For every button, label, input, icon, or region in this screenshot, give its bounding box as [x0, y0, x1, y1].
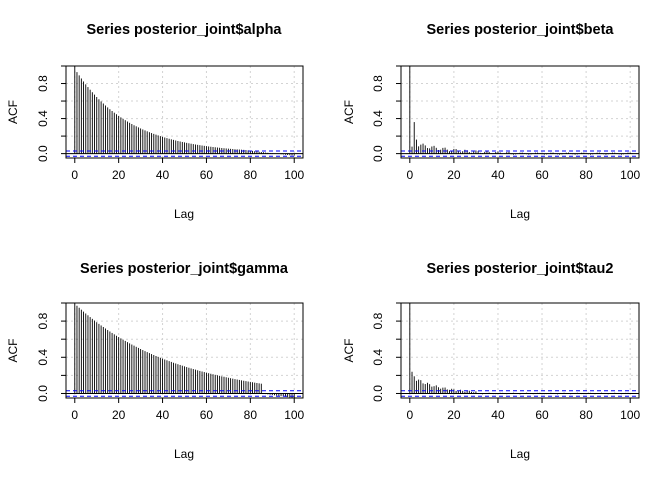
x-tick-label: 20 — [447, 408, 461, 422]
x-tick-label: 100 — [620, 168, 640, 182]
y-tick-label: 0.4 — [36, 110, 50, 127]
y-tick-label: 0.0 — [371, 385, 385, 402]
x-tick-label: 80 — [244, 168, 258, 182]
x-axis-title: Lag — [174, 207, 194, 221]
y-tick-label: 0.4 — [36, 349, 50, 366]
panel-title: Series posterior_joint$gamma — [80, 261, 289, 277]
y-tick-label: 0.8 — [36, 75, 50, 92]
plot-frame — [400, 65, 640, 159]
x-tick-label: 60 — [200, 408, 214, 422]
panel-title: Series posterior_joint$alpha — [86, 22, 282, 38]
x-tick-label: 40 — [491, 168, 505, 182]
x-axis-title: Lag — [510, 447, 530, 461]
x-tick-label: 0 — [71, 408, 78, 422]
y-tick-label: 0.8 — [371, 75, 385, 92]
x-tick-label: 100 — [620, 408, 640, 422]
x-tick-label: 40 — [491, 408, 505, 422]
x-tick-label: 80 — [244, 408, 258, 422]
y-tick-label: 0.0 — [36, 145, 50, 162]
y-axis-title: ACF — [342, 339, 356, 363]
acf-panel-2: Series posterior_joint$beta 0 20 40 60 80 100 0… — [342, 22, 640, 221]
acf-panel-3: Series posterior_joint$gamma 0 20 40 60 80 100… — [6, 261, 304, 461]
y-tick-label: 0.8 — [371, 312, 385, 329]
panel-title: Series posterior_joint$beta — [427, 22, 615, 38]
x-tick-label: 100 — [284, 408, 304, 422]
x-tick-label: 20 — [447, 168, 461, 182]
y-tick-label: 0.4 — [371, 110, 385, 127]
y-tick-label: 0.4 — [371, 349, 385, 366]
y-axis-title: ACF — [6, 339, 20, 363]
acf-panel-4: Series posterior_joint$tau2 0 20 40 60 80 100 0… — [342, 261, 640, 461]
y-axis-title: ACF — [6, 100, 20, 124]
x-tick-label: 20 — [112, 168, 126, 182]
x-tick-label: 60 — [535, 168, 549, 182]
x-tick-label: 80 — [579, 168, 593, 182]
x-axis-title: Lag — [174, 447, 194, 461]
x-tick-label: 40 — [156, 408, 170, 422]
y-tick-label: 0.0 — [371, 145, 385, 162]
y-tick-label: 0.0 — [36, 385, 50, 402]
x-tick-label: 0 — [406, 168, 413, 182]
x-tick-label: 100 — [284, 168, 304, 182]
y-axis-title: ACF — [342, 100, 356, 124]
x-tick-label: 0 — [71, 168, 78, 182]
panel-title: Series posterior_joint$tau2 — [427, 261, 614, 277]
x-tick-label: 80 — [579, 408, 593, 422]
x-tick-label: 20 — [112, 408, 126, 422]
y-tick-label: 0.8 — [36, 312, 50, 329]
x-tick-label: 40 — [156, 168, 170, 182]
plot-frame — [400, 302, 640, 399]
x-tick-label: 60 — [200, 168, 214, 182]
x-tick-label: 60 — [535, 408, 549, 422]
x-axis-title: Lag — [510, 207, 530, 221]
acf-panel-1: Series posterior_joint$alpha 0 20 40 60 80 100… — [6, 22, 304, 221]
x-tick-label: 0 — [406, 408, 413, 422]
